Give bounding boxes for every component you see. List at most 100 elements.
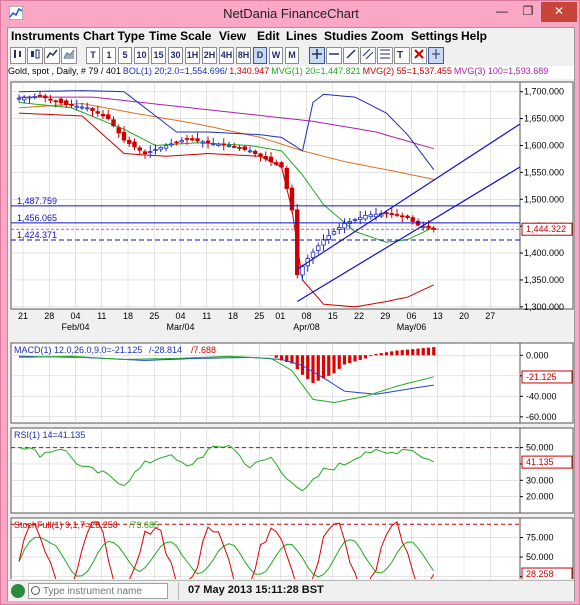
candle-body — [400, 215, 405, 218]
timescale-t-button[interactable]: T — [86, 47, 100, 64]
menu-view[interactable]: View — [219, 29, 247, 43]
candle-body — [394, 213, 400, 216]
bar-chart-icon[interactable] — [10, 47, 26, 64]
stoch-title-d: /73.685 — [129, 520, 159, 530]
candlestick-chart-icon[interactable] — [27, 47, 43, 64]
horizontal-line-icon[interactable] — [326, 47, 342, 64]
candle-body — [274, 162, 279, 165]
x-tick-label: 21 — [18, 311, 28, 321]
crosshair-icon[interactable] — [309, 47, 325, 64]
candle-body — [85, 107, 90, 110]
menu-lines[interactable]: Lines — [286, 29, 318, 43]
retracement-label: 1,487.759 — [17, 196, 57, 206]
timescale-1-button[interactable]: 1 — [102, 47, 116, 64]
area-chart-icon[interactable] — [61, 47, 77, 64]
study-info-1: BOL(1) 20;2.0=1,554.696/ — [122, 66, 228, 76]
menu-time-scale[interactable]: Time Scale — [149, 29, 212, 43]
channel-icon[interactable] — [360, 47, 376, 64]
stoch-title: StochFull(1) 9,1,7=28.258 — [14, 520, 118, 530]
x-tick-label: 08 — [301, 311, 311, 321]
instrument-search-input[interactable] — [28, 583, 168, 599]
price-panel — [10, 81, 521, 310]
candle-body — [358, 217, 363, 220]
x-month-label: Feb/04 — [61, 322, 89, 332]
candle-body — [211, 143, 216, 145]
x-tick-label: 15 — [328, 311, 338, 321]
candle-body — [205, 140, 211, 144]
candle-body — [242, 146, 247, 150]
candle-body — [69, 103, 74, 106]
menu-instruments[interactable]: Instruments — [11, 29, 80, 43]
line-chart-icon[interactable] — [44, 47, 60, 64]
study-info-bar: Gold, spot , Daily, # 79 / 401 BOL(1) 20;… — [8, 66, 574, 79]
timescale-2h-button[interactable]: 2H — [202, 47, 217, 64]
menu-edit[interactable]: Edit — [257, 29, 280, 43]
candle-body — [37, 94, 43, 97]
bollinger-lower-line — [18, 112, 435, 308]
trend-line-icon[interactable] — [343, 47, 359, 64]
x-tick-label: 28 — [44, 311, 54, 321]
title-bar[interactable]: NetDania FinanceChart — ❐ ✕ — [1, 1, 580, 27]
candle-body — [195, 138, 200, 142]
timescale-d-button[interactable]: D — [253, 47, 267, 64]
candle-body — [32, 96, 37, 98]
candle-body — [331, 231, 337, 235]
timescale-10-button[interactable]: 10 — [134, 47, 149, 64]
candle-body — [289, 187, 295, 211]
maximize-button[interactable]: ❐ — [522, 4, 534, 18]
fibonacci-icon[interactable] — [377, 47, 393, 64]
candle-body — [263, 156, 268, 160]
y-tick-label: -40.000 — [526, 391, 557, 401]
cursor-icon[interactable] — [428, 47, 444, 64]
candle-body — [405, 215, 410, 218]
mvg100-line — [19, 96, 434, 150]
text-tool-icon[interactable]: T — [394, 47, 410, 64]
candle-body — [179, 140, 184, 143]
macd-histogram-bar — [390, 351, 394, 356]
menu-settings[interactable]: Settings — [411, 29, 459, 43]
macd-title-signal: /-28.814 — [149, 345, 182, 355]
candle-body — [121, 131, 127, 141]
menu-bar: Instruments Chart Type Time Scale View Edit L… — [8, 28, 574, 46]
timescale-4h-button[interactable]: 4H — [219, 47, 234, 64]
candle-body — [226, 145, 232, 147]
chart-area[interactable]: 21 28 04 11 18 25 04 11 18 25 01 08 15 22 29 06 13 20 27 Fe… — [8, 79, 574, 579]
timescale-w-button[interactable]: W — [269, 47, 283, 64]
macd-panel — [10, 342, 521, 424]
candle-body — [22, 97, 27, 101]
delete-drawing-icon[interactable] — [411, 47, 427, 64]
client-area: Instruments Chart Type Time Scale View Edit L… — [7, 27, 575, 601]
candle-body — [79, 106, 85, 109]
candle-body — [174, 141, 179, 144]
y-tick-label: 1,350.000 — [524, 275, 564, 285]
candle-body — [58, 98, 64, 104]
close-button[interactable]: ✕ — [541, 2, 577, 22]
timescale-m-button[interactable]: M — [285, 47, 299, 64]
x-tick-label: 25 — [149, 311, 159, 321]
status-timestamp: 07 May 2013 15:11:28 BST — [188, 584, 324, 596]
stoch-current-box — [521, 567, 573, 579]
y-tick-label: 1,600.000 — [524, 140, 564, 150]
candle-body — [352, 219, 358, 221]
timescale-5-button[interactable]: 5 — [118, 47, 132, 64]
current-price-box — [521, 222, 573, 236]
timescale-15-button[interactable]: 15 — [151, 47, 166, 64]
mvg55-line — [18, 102, 434, 180]
candle-body — [48, 98, 53, 101]
candle-body — [389, 213, 394, 215]
menu-zoom[interactable]: Zoom — [371, 29, 404, 43]
menu-studies[interactable]: Studies — [324, 29, 368, 43]
candle-body — [368, 214, 373, 218]
minimize-button[interactable]: — — [496, 4, 508, 18]
timescale-8h-button[interactable]: 8H — [236, 47, 251, 64]
x-tick-label: 29 — [380, 311, 390, 321]
x-tick-label: 22 — [354, 311, 364, 321]
menu-help[interactable]: Help — [461, 29, 488, 43]
candle-body — [74, 105, 79, 108]
mvg20-line — [18, 101, 435, 243]
timescale-30-button[interactable]: 30 — [168, 47, 183, 64]
menu-chart-type[interactable]: Chart Type — [83, 29, 145, 43]
timescale-1h-button[interactable]: 1H — [185, 47, 200, 64]
x-month-label: Mar/04 — [166, 322, 194, 332]
candle-body — [221, 143, 226, 146]
